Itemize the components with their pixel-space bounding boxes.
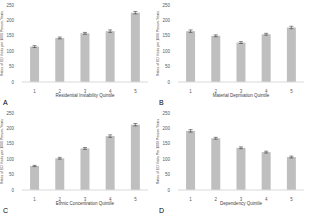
svg-text:Material Deprivation Quintile: Material Deprivation Quintile xyxy=(213,93,270,98)
svg-text:4: 4 xyxy=(264,89,268,95)
svg-text:250: 250 xyxy=(162,111,170,116)
svg-text:3: 3 xyxy=(83,89,87,95)
svg-text:50: 50 xyxy=(9,64,15,69)
svg-text:5: 5 xyxy=(134,89,137,94)
html-text:D: D xyxy=(159,207,165,214)
svg-text:5: 5 xyxy=(134,197,137,202)
html-text:A: A xyxy=(3,99,8,106)
svg-text:Rates of ED Visits per 1000 Pe: Rates of ED Visits per 1000 Person-Years xyxy=(156,11,160,76)
svg-text:1: 1 xyxy=(33,89,36,94)
svg-text:150: 150 xyxy=(8,33,14,38)
svg-text:0: 0 xyxy=(11,80,14,85)
svg-text:250: 250 xyxy=(8,111,14,116)
svg-text:2: 2 xyxy=(58,89,62,95)
svg-text:5: 5 xyxy=(290,89,293,94)
svg-text:2: 2 xyxy=(214,89,218,95)
svg-text:Residential Instability Quinti: Residential Instability Quintile xyxy=(56,93,115,98)
html-text:B: B xyxy=(159,99,164,106)
svg-text:4: 4 xyxy=(108,197,112,203)
svg-text:0: 0 xyxy=(167,188,170,193)
svg-text:150: 150 xyxy=(162,141,170,146)
svg-text:100: 100 xyxy=(162,49,170,54)
svg-text:100: 100 xyxy=(8,49,14,54)
svg-text:3: 3 xyxy=(83,197,87,203)
svg-text:250: 250 xyxy=(8,3,14,8)
svg-text:100: 100 xyxy=(8,157,14,162)
svg-text:200: 200 xyxy=(8,126,14,131)
svg-text:50: 50 xyxy=(165,64,171,69)
svg-text:100: 100 xyxy=(162,157,170,162)
svg-text:3: 3 xyxy=(239,89,243,95)
svg-text:1: 1 xyxy=(189,89,192,94)
svg-text:2: 2 xyxy=(58,197,62,203)
svg-text:4: 4 xyxy=(265,197,268,202)
svg-text:1: 1 xyxy=(33,197,36,202)
svg-text:150: 150 xyxy=(8,141,14,146)
svg-text:50: 50 xyxy=(165,172,171,177)
svg-text:3: 3 xyxy=(239,197,243,203)
svg-text:200: 200 xyxy=(162,126,170,131)
svg-text:150: 150 xyxy=(162,33,170,38)
svg-text:50: 50 xyxy=(9,172,15,177)
svg-text:0: 0 xyxy=(11,188,14,193)
svg-text:200: 200 xyxy=(162,18,170,23)
svg-text:4: 4 xyxy=(108,89,112,95)
svg-text:1: 1 xyxy=(189,197,192,202)
html-text:C: C xyxy=(3,207,9,214)
svg-text:200: 200 xyxy=(8,18,14,23)
svg-text:Rates of ED Visits Per 1000 Pe: Rates of ED Visits Per 1000 Person-Years xyxy=(156,119,160,185)
svg-text:250: 250 xyxy=(162,3,170,8)
svg-text:5: 5 xyxy=(290,197,293,202)
svg-text:2: 2 xyxy=(215,197,218,202)
svg-text:Dependency Quintile: Dependency Quintile xyxy=(220,201,262,206)
svg-text:0: 0 xyxy=(167,80,170,85)
svg-text:Ethnic Concentration Quintile: Ethnic Concentration Quintile xyxy=(56,201,115,206)
